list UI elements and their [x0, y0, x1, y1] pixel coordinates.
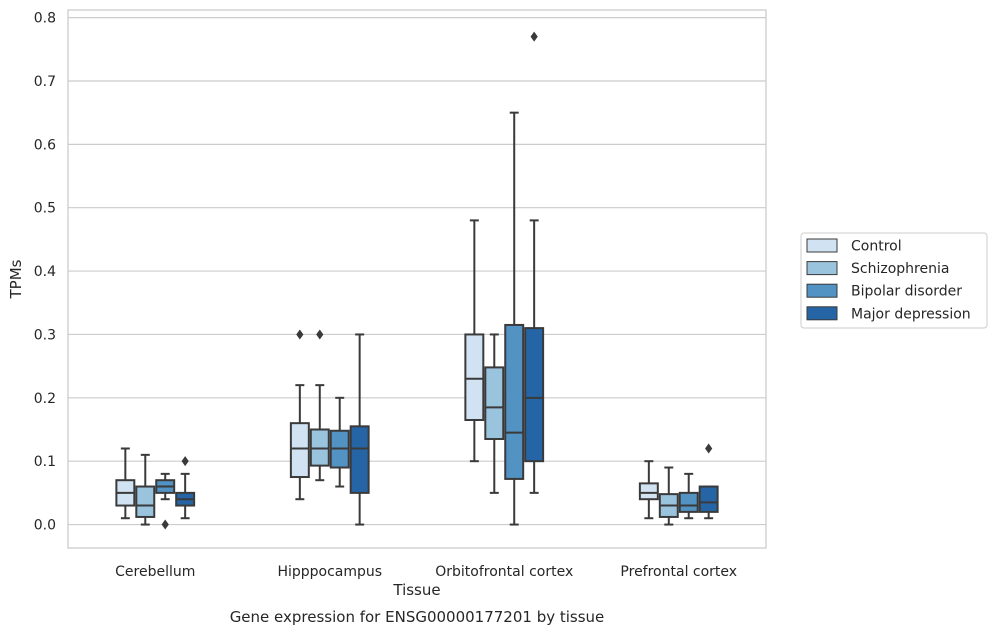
- legend-swatch: [806, 261, 838, 276]
- legend-swatch: [806, 283, 838, 298]
- x-tick-label: Prefrontal cortex: [620, 564, 737, 580]
- box-iqr: [464, 333, 485, 421]
- box-iqr: [504, 323, 525, 480]
- legend-label: Schizophrenia: [851, 261, 949, 277]
- outlier-point: [530, 31, 538, 42]
- box: [349, 333, 370, 526]
- x-tick-label: Orbitofrontal cortex: [435, 564, 573, 580]
- box: [155, 472, 176, 530]
- box: [135, 453, 156, 526]
- legend-label: Major depression: [851, 306, 971, 322]
- outlier-point: [161, 519, 169, 530]
- legend-frame: [800, 232, 988, 329]
- plot-frame: [67, 9, 767, 549]
- box: [309, 329, 330, 482]
- legend-swatch: [806, 306, 838, 321]
- box: [678, 472, 699, 520]
- x-axis-label: Tissue: [392, 581, 440, 599]
- legend: Control Schizophrenia Bipolar disorder Majo…: [800, 232, 988, 329]
- box-iqr: [638, 482, 659, 501]
- box: [329, 396, 350, 488]
- box: [658, 466, 679, 526]
- boxes: [115, 31, 719, 530]
- box: [464, 219, 485, 463]
- y-tick-label: 0.8: [34, 11, 56, 27]
- chart-caption: Gene expression for ENSG00000177201 by t…: [230, 608, 605, 626]
- y-tick-label: 0.5: [34, 201, 56, 217]
- outlier-point: [316, 329, 324, 340]
- y-tick-label: 0.2: [34, 391, 56, 407]
- legend-label: Control: [851, 239, 902, 255]
- y-tick-label: 0.4: [34, 264, 56, 280]
- box-iqr: [135, 485, 156, 518]
- legend-swatch: [806, 238, 838, 253]
- box: [638, 460, 659, 520]
- box: [175, 456, 196, 520]
- box-iqr: [484, 366, 505, 441]
- grid-lines: [68, 17, 766, 526]
- y-tick-label: 0.6: [34, 137, 56, 153]
- box-iqr: [289, 422, 310, 479]
- box-iqr: [349, 425, 370, 494]
- legend-label: Bipolar disorder: [851, 284, 962, 300]
- outlier-point: [296, 329, 304, 340]
- box: [289, 329, 310, 501]
- x-tick-label: Hipppocampus: [277, 564, 382, 580]
- box: [484, 333, 505, 494]
- y-axis-label: TPMs: [7, 259, 25, 299]
- x-tick-labels: Cerebellum Hipppocampus Orbitofrontal cort…: [115, 564, 737, 580]
- y-tick-labels: 0.0 0.1 0.2 0.3 0.4 0.5 0.6 0.7 0.8: [34, 11, 56, 534]
- box-iqr: [678, 491, 699, 513]
- y-tick-label: 0.7: [34, 74, 56, 90]
- box-iqr: [524, 327, 545, 463]
- y-tick-label: 0.1: [34, 454, 56, 470]
- box: [698, 443, 719, 520]
- box-iqr: [698, 485, 719, 513]
- box: [115, 447, 136, 520]
- outlier-point: [181, 456, 189, 467]
- outlier-point: [705, 443, 713, 454]
- box: [524, 31, 545, 494]
- y-tick-label: 0.0: [34, 518, 56, 534]
- box: [504, 111, 525, 526]
- y-tick-label: 0.3: [34, 327, 56, 343]
- x-tick-label: Cerebellum: [115, 564, 195, 580]
